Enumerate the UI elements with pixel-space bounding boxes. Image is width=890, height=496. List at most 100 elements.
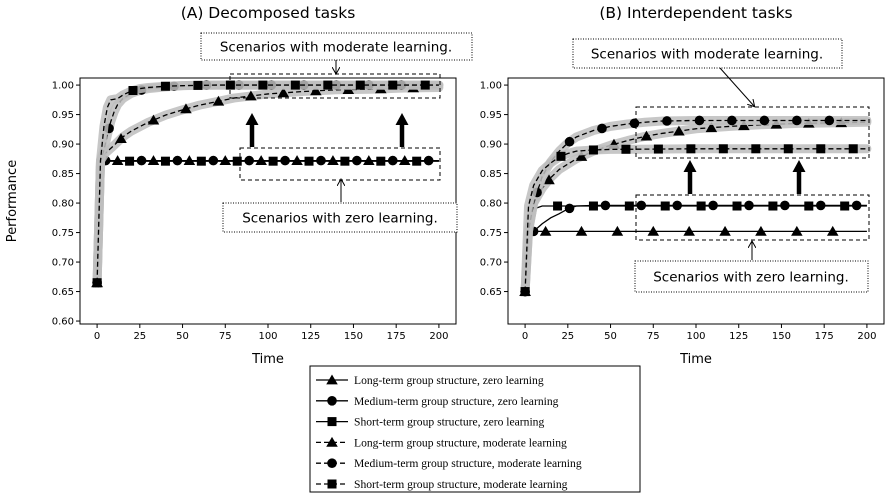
series-line: [96, 84, 439, 283]
legend-item-long-moderate: Long-term group structure, moderate lear…: [316, 436, 567, 449]
x-tick-label: 0: [94, 331, 100, 342]
data-point: [340, 156, 350, 166]
panel-b: (B) Interdependent tasks 0 25 50 75 100 125 150…: [480, 4, 885, 367]
data-point: [848, 144, 858, 154]
series-short-moderate: [520, 144, 872, 297]
y-tick-label: 0.75: [480, 228, 502, 239]
data-point-start: [520, 287, 530, 297]
x-tick-label: 25: [133, 331, 146, 342]
data-point: [718, 144, 728, 154]
data-point: [611, 225, 624, 236]
y-tick-label: 0.85: [52, 169, 74, 180]
x-tick-label: 100: [686, 331, 705, 342]
series-band: [92, 82, 444, 288]
y-tick-label: 0.65: [52, 287, 74, 298]
data-point: [160, 156, 170, 166]
legend-label: Short-term group structure, moderate lea…: [354, 478, 568, 491]
legend-label: Short-term group structure, zero learnin…: [354, 416, 544, 429]
data-point: [624, 201, 634, 211]
legend-item-short-moderate: Short-term group structure, moderate lea…: [316, 478, 568, 491]
improvement-arrow: [683, 160, 697, 194]
data-point: [277, 87, 290, 98]
x-tick-label: 75: [647, 331, 660, 342]
y-tick-label: 0.85: [480, 169, 502, 180]
x-tick-label: 200: [857, 331, 876, 342]
legend-item-long-zero: Long-term group structure, zero learning: [316, 374, 544, 387]
x-tick-label: 100: [258, 331, 277, 342]
plot-frame: [79, 77, 457, 325]
data-point: [840, 201, 850, 211]
y-tick-label: 0.90: [480, 140, 502, 151]
legend-frame: [309, 365, 641, 493]
y-tick-label: 0.90: [52, 140, 74, 151]
data-point: [824, 115, 835, 126]
data-point: [783, 144, 793, 154]
x-tick-label: 200: [429, 331, 448, 342]
data-point: [376, 156, 386, 166]
data-point: [304, 156, 314, 166]
legend-marker: [326, 374, 338, 385]
data-point: [180, 103, 192, 114]
y-tick-label: 0.80: [480, 199, 502, 210]
data-point: [755, 225, 767, 236]
data-point: [588, 201, 598, 211]
data-point: [647, 225, 660, 236]
y-tick-label: 0.70: [480, 258, 502, 269]
data-point: [575, 151, 588, 161]
data-point: [588, 145, 598, 155]
annotation-text: Scenarios with zero learning.: [653, 270, 849, 286]
y-tick-label: 0.80: [52, 199, 74, 210]
legend-marker: [327, 417, 337, 427]
legend-marker: [327, 458, 337, 469]
data-point: [564, 203, 575, 214]
data-point: [791, 225, 803, 236]
data-point: [694, 115, 705, 126]
legend-label: Medium-term group structure, moderate le…: [354, 457, 582, 470]
improvement-arrow: [792, 160, 806, 194]
annotation-text: Scenarios with moderate learning.: [220, 40, 452, 56]
y-tick-label: 0.95: [480, 110, 502, 121]
x-axis-label: Time: [251, 352, 284, 367]
data-point: [696, 201, 706, 211]
data-point: [115, 133, 127, 144]
legend-label: Medium-term group structure, zero learni…: [354, 395, 559, 408]
x-tick-label: 125: [729, 331, 748, 342]
data-point: [768, 201, 778, 211]
series-band: [92, 80, 444, 288]
data-point: [816, 144, 826, 154]
data-point: [556, 151, 566, 161]
y-tick-label: 1.00: [52, 81, 74, 92]
x-tick-label: 50: [604, 331, 617, 342]
y-tick-label: 0.65: [480, 287, 502, 298]
legend: Long-term group structure, zero learning…: [309, 365, 641, 493]
legend-label: Long-term group structure, zero learning: [354, 374, 544, 387]
y-tick-label: 1.00: [480, 81, 502, 92]
series-medium-moderate: [92, 80, 444, 288]
annotation-zero: Scenarios with zero learning.: [222, 180, 458, 233]
data-point: [323, 80, 333, 90]
data-point: [125, 156, 135, 166]
legend-marker: [327, 396, 337, 406]
data-point: [673, 125, 685, 136]
annotation-box: [222, 202, 458, 233]
panel-a: (A) Decomposed tasks 0 25 50 75 100 125 150 175 2…: [52, 4, 473, 367]
data-point: [621, 144, 631, 154]
x-tick-label: 150: [344, 331, 363, 342]
data-point: [597, 123, 607, 134]
data-point: [268, 156, 278, 166]
improvement-arrow: [245, 113, 259, 147]
data-point: [193, 80, 203, 90]
legend-item-medium-moderate: Medium-term group structure, moderate le…: [316, 457, 582, 470]
data-point: [539, 225, 552, 236]
y-tick-label: 0.70: [52, 258, 74, 269]
legend-label: Long-term group structure, moderate lear…: [354, 436, 567, 449]
data-point-start: [92, 278, 102, 288]
data-point: [232, 156, 242, 166]
x-tick-label: 125: [301, 331, 320, 342]
panel-title: (A) Decomposed tasks: [181, 4, 356, 22]
data-point: [629, 118, 640, 129]
series-line: [96, 84, 439, 283]
legend-marker: [327, 479, 337, 489]
annotation-moderate: Scenarios with moderate learning.: [572, 38, 843, 106]
arrow-head: [245, 113, 259, 125]
